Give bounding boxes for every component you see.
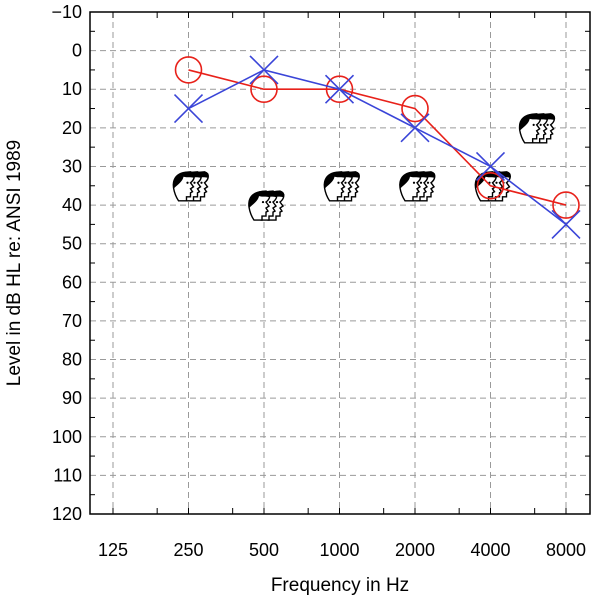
y-tick-label: 80 [62, 350, 82, 370]
x-marker [324, 74, 355, 104]
x-tick-label: 500 [249, 540, 279, 560]
x-tick-label: 4000 [470, 540, 510, 560]
x-marker [173, 93, 204, 124]
face-profiles-icon [399, 171, 436, 202]
face-profiles-icon [172, 171, 209, 202]
face-profiles-icon [323, 171, 360, 202]
x-tick-label: 2000 [395, 540, 435, 560]
circle-marker [174, 56, 203, 84]
y-tick-label: 40 [62, 195, 82, 215]
y-tick-label: 0 [72, 41, 82, 61]
y-tick-label: 10 [62, 79, 82, 99]
minor-ticks [90, 12, 590, 514]
series-line-circle [188, 69, 567, 206]
y-tick-label: 60 [62, 272, 82, 292]
y-tick-label: 50 [62, 234, 82, 254]
x-tick-label: 8000 [546, 540, 586, 560]
series-layer [173, 55, 581, 239]
x-marker [249, 55, 279, 85]
x-axis-title: Frequency in Hz [271, 575, 409, 596]
x-tick-label: 125 [98, 540, 128, 560]
grid [90, 11, 590, 515]
y-tick-label: 30 [62, 156, 82, 176]
y-tick-labels: −10 0 10 20 30 40 50 60 70 80 90 100 110 120 [51, 2, 82, 524]
circle-marker [476, 171, 505, 200]
y-tick-label: 70 [62, 311, 82, 331]
series-line-x [188, 69, 567, 226]
y-tick-label: 110 [53, 465, 82, 485]
y-tick-label: 100 [52, 427, 82, 447]
y-axis-title: Level in dB HL re: ANSI 1989 [4, 140, 25, 386]
circle-marker [325, 75, 354, 104]
x-marker [551, 209, 581, 239]
x-tick-label: 250 [173, 540, 203, 560]
circle-marker [552, 191, 580, 219]
x-tick-label: 1000 [319, 540, 359, 560]
circle-marker [250, 75, 278, 104]
x-tick-labels: 125 250 500 1000 2000 4000 8000 [98, 540, 586, 560]
y-tick-label: 90 [62, 388, 82, 408]
x-marker [475, 151, 506, 182]
y-tick-label: −10 [51, 2, 82, 22]
face-profiles-icon [248, 190, 285, 221]
circle-marker [401, 94, 429, 123]
y-tick-label: 120 [52, 504, 82, 524]
face-profiles-icon [518, 113, 556, 144]
y-tick-label: 20 [62, 118, 82, 138]
x-marker [400, 113, 430, 143]
